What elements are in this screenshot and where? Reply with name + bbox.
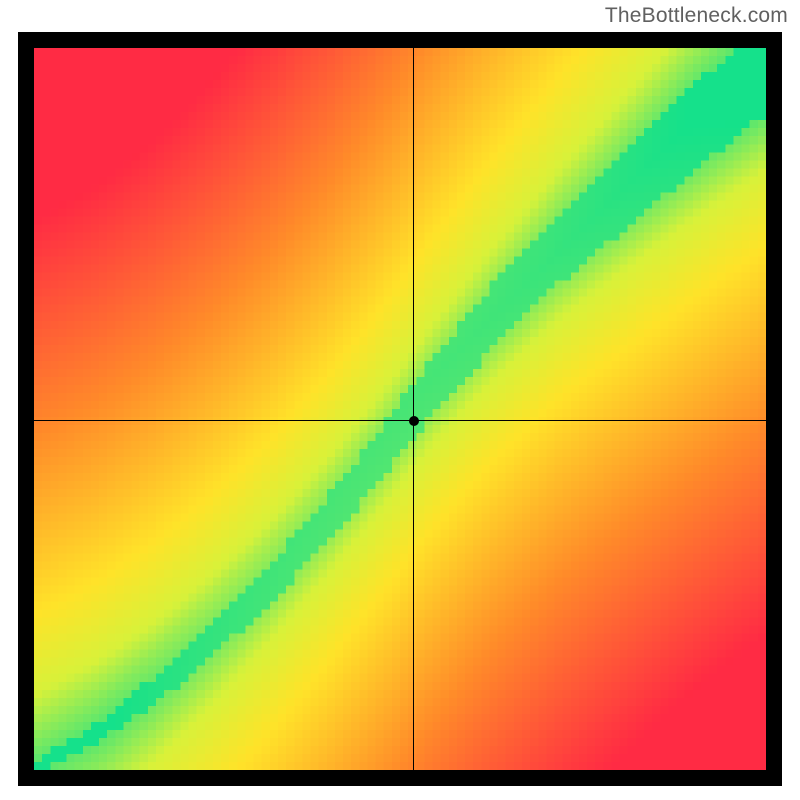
crosshair-vertical	[413, 48, 414, 770]
bottleneck-heatmap	[34, 48, 766, 770]
watermark-text: TheBottleneck.com	[605, 4, 788, 28]
chart-frame	[18, 32, 782, 786]
crosshair-horizontal	[34, 420, 766, 421]
crosshair-marker	[409, 416, 419, 426]
